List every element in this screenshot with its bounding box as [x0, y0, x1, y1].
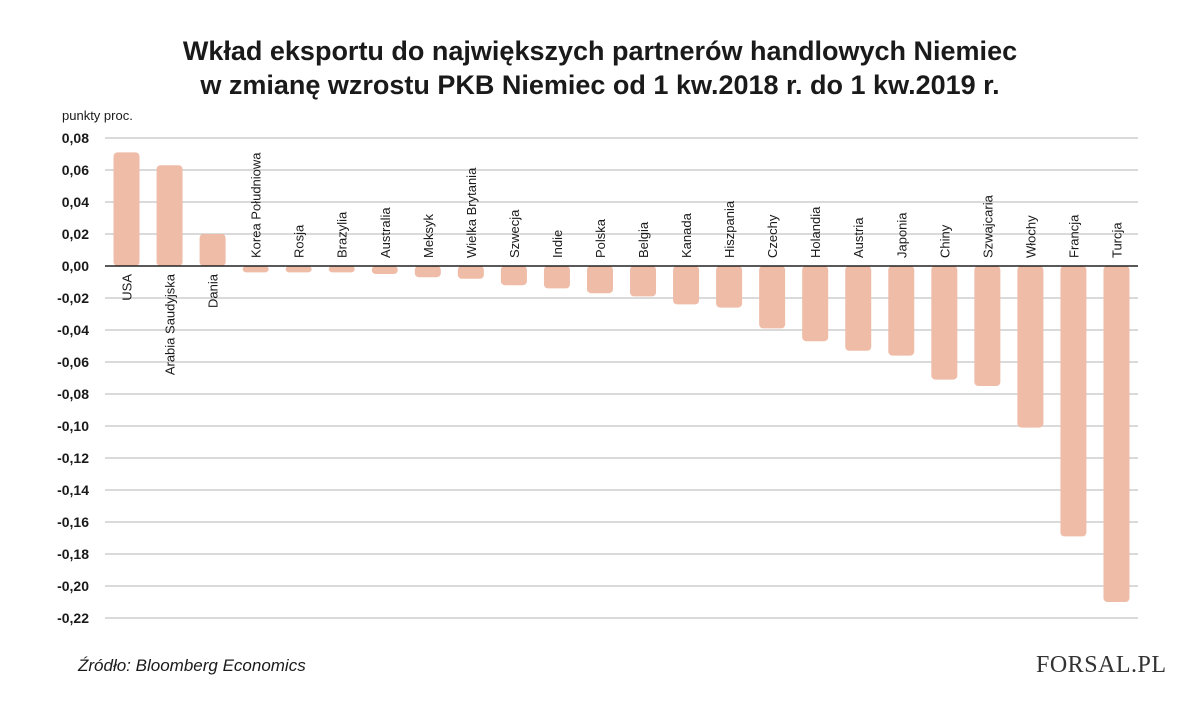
y-tick-label: -0,18: [57, 546, 89, 562]
category-label: Korea Południowa: [249, 152, 264, 258]
y-tick-label: 0,00: [62, 258, 89, 274]
y-tick-label: -0,14: [57, 482, 89, 498]
y-tick-label: -0,16: [57, 514, 89, 530]
bar: [1103, 266, 1130, 602]
logo-text: FORSAL.PL: [1036, 652, 1167, 678]
y-tick-label: -0,12: [57, 450, 89, 466]
bar: [328, 266, 355, 273]
chart-title: Wkład eksportu do największych partnerów…: [0, 34, 1200, 102]
bar: [845, 266, 872, 351]
source-note: Źródło: Bloomberg Economics: [78, 656, 306, 675]
bar: [759, 266, 786, 329]
bar: [888, 266, 915, 356]
bar: [974, 266, 1001, 386]
category-label: Australia: [378, 207, 393, 258]
category-label: Japonia: [894, 212, 909, 258]
category-label: Szwecja: [507, 209, 522, 258]
y-tick-label: -0,04: [57, 322, 89, 338]
chart-title-line-1: Wkład eksportu do największych partnerów…: [182, 36, 1018, 66]
bar: [242, 266, 269, 273]
bar: [673, 266, 700, 305]
category-label: USA: [120, 274, 135, 301]
y-tick-label: 0,06: [62, 162, 89, 178]
y-tick-label: 0,04: [62, 194, 89, 210]
category-label: Włochy: [1023, 215, 1038, 258]
bar: [285, 266, 312, 273]
y-tick-label: 0,02: [62, 226, 89, 242]
bar: [630, 266, 657, 297]
bar: [500, 266, 527, 286]
bar: [199, 234, 226, 266]
category-label: Indie: [550, 230, 565, 258]
y-tick-label: -0,02: [57, 290, 89, 306]
y-tick-label: -0,10: [57, 418, 89, 434]
chart-title-line-2: w zmianę wzrostu PKB Niemiec od 1 kw.201…: [200, 70, 1000, 100]
category-label: Meksyk: [421, 213, 436, 258]
bar: [716, 266, 743, 308]
category-label: Austria: [851, 217, 866, 258]
category-label: Kanada: [679, 212, 694, 258]
bar: [113, 152, 140, 266]
y-axis-unit-label: punkty proc.: [62, 108, 133, 123]
bar: [543, 266, 570, 289]
y-tick-label: -0,20: [57, 578, 89, 594]
y-tick-label: -0,22: [57, 610, 89, 626]
bar: [156, 165, 183, 266]
category-label: Belgia: [636, 221, 651, 258]
category-label: Turcja: [1109, 222, 1124, 258]
bar: [414, 266, 441, 278]
bar: [371, 266, 398, 274]
bar: [1060, 266, 1087, 537]
category-label: Francja: [1066, 214, 1081, 258]
category-label: Rosja: [292, 224, 307, 258]
bar: [931, 266, 958, 380]
bar: [586, 266, 613, 294]
bar: [457, 266, 484, 279]
category-label: Chiny: [937, 224, 952, 258]
category-label: Brazylia: [335, 211, 350, 258]
y-tick-label: 0,08: [62, 130, 89, 146]
category-label: Czechy: [765, 214, 780, 258]
forsal-logo: FORSAL.PL: [1036, 652, 1167, 679]
category-label: Hiszpania: [722, 200, 737, 258]
bar: [802, 266, 829, 342]
bar: [1017, 266, 1044, 428]
category-label: Holandia: [808, 206, 823, 258]
category-label: Arabia Saudyjska: [163, 273, 178, 375]
category-label: Dania: [206, 273, 221, 308]
category-label: Szwajcaria: [980, 194, 995, 258]
category-label: Polska: [593, 218, 608, 258]
y-tick-label: -0,06: [57, 354, 89, 370]
y-tick-label: -0,08: [57, 386, 89, 402]
category-label: Wielka Brytania: [464, 167, 479, 258]
